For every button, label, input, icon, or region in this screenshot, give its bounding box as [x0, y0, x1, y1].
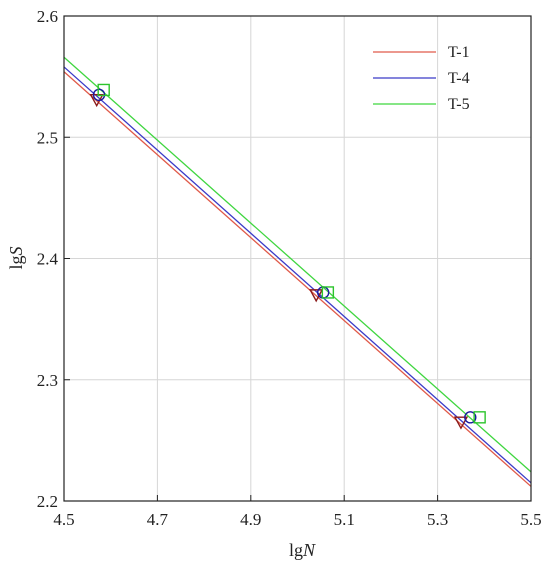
legend-label-t-4: T-4	[448, 70, 470, 87]
series-line-t-4	[64, 66, 531, 484]
legend-label-t-5: T-5	[448, 96, 470, 113]
y-tick-label: 2.2	[37, 492, 58, 511]
series-line-t-5	[64, 56, 531, 473]
x-axis-label-main: lg	[289, 540, 303, 560]
y-tick-label: 2.4	[37, 250, 59, 269]
series-markers	[89, 83, 486, 430]
x-tick-label: 5.5	[520, 510, 541, 529]
series-line-t-1	[64, 71, 531, 487]
x-tick-label: 4.5	[53, 510, 74, 529]
y-tick-label: 2.6	[37, 7, 58, 26]
x-tick-label: 5.3	[427, 510, 448, 529]
y-axis-label-variable: S	[6, 246, 26, 255]
data-point-t-5	[97, 83, 110, 97]
y-tick-label: 2.5	[37, 128, 58, 147]
series-lines	[64, 56, 531, 487]
y-tick-label: 2.3	[37, 371, 58, 390]
x-tick-label: 4.7	[147, 510, 169, 529]
data-point-t-5	[321, 286, 335, 299]
y-axis-label: lgS	[6, 246, 26, 269]
y-axis-label-main: lg	[6, 255, 26, 269]
x-axis-label-variable: N	[302, 540, 316, 560]
x-axis-label: lgN	[289, 540, 316, 560]
data-point-t-1	[453, 416, 469, 430]
data-point-t-5	[473, 411, 486, 424]
x-tick-label: 5.1	[334, 510, 355, 529]
y-tick-labels: 2.2 2.3 2.4 2.5 2.6	[37, 7, 70, 511]
x-tick-labels: 4.5 4.7 4.9 5.1 5.3 5.5	[53, 495, 542, 529]
legend-label-t-1: T-1	[448, 44, 470, 61]
data-point-t-4	[316, 286, 330, 299]
legend: T-1 T-4 T-5	[373, 44, 470, 113]
data-point-t-4	[464, 411, 477, 424]
x-tick-label: 4.9	[240, 510, 261, 529]
